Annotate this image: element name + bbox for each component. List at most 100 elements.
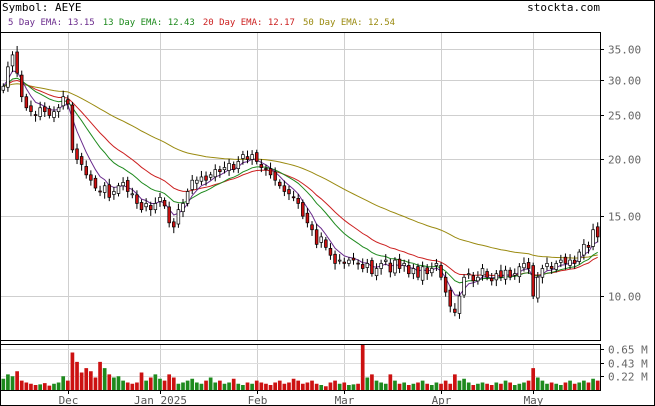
header-site: stockta.com [527, 1, 600, 14]
candle-up [347, 259, 351, 264]
volume-bar [563, 382, 568, 390]
candle-down [370, 260, 374, 275]
volume-bar [453, 374, 457, 390]
candle-down [47, 108, 52, 116]
candle-up [545, 263, 549, 267]
ema-lines [2, 70, 598, 296]
volume-tick-label: 0.65 M [608, 344, 648, 357]
candle-down [107, 184, 112, 198]
volume-bar [38, 384, 43, 390]
candle-down [259, 164, 264, 168]
candle-up [185, 191, 190, 204]
candle-up [61, 96, 65, 107]
candle-down [172, 221, 176, 228]
volume-bar [595, 380, 600, 390]
volume-bar [379, 382, 383, 390]
candle-down [278, 181, 282, 187]
volume-bar [93, 377, 98, 390]
price-tick-label: 35.00 [608, 44, 641, 57]
ema13-line [3, 77, 598, 284]
volume-bar [227, 382, 231, 390]
volume-bar [347, 385, 351, 390]
price-tick-label: 25.00 [608, 110, 641, 123]
volume-bar [6, 374, 10, 390]
candle-up [365, 263, 370, 268]
volume-bar [314, 383, 319, 390]
candle-down [75, 148, 79, 160]
candle-down [351, 257, 356, 261]
price-tick-label: 20.00 [608, 154, 641, 167]
volume-bar [374, 380, 379, 390]
volume-bar [148, 377, 153, 390]
volume-bar [558, 385, 563, 390]
symbol-value: AEYE [54, 1, 82, 14]
volume-bar [485, 383, 489, 390]
volume-bar [402, 382, 407, 390]
ema-legend: 5 Day EMA: 13.15 13 Day EMA: 12.43 20 Day … [8, 18, 403, 28]
volume-bar [471, 385, 476, 390]
volume-bar [305, 382, 310, 390]
candle-up [227, 163, 231, 171]
candle-down [296, 198, 300, 204]
volume-bar [176, 383, 181, 390]
volume-bar [365, 377, 370, 390]
volume-bar [84, 368, 89, 390]
date-tick-label: Feb [248, 394, 268, 406]
volume-bars [1, 345, 600, 390]
candle-down [563, 256, 568, 264]
volume-bar [199, 383, 204, 390]
volume-bar [439, 383, 443, 390]
candle-down [43, 106, 47, 112]
volume-bar [568, 380, 572, 390]
candle-up [337, 259, 342, 262]
candle-down [282, 185, 287, 192]
price-tick-label: 15.00 [608, 211, 641, 224]
volume-tick-label: 0.22 M [608, 371, 648, 384]
candle-up [420, 266, 425, 281]
legend-item: 20 Day EMA: 12.17 [202, 18, 295, 28]
candle-down [273, 171, 277, 181]
candle-down [125, 180, 130, 192]
volume-bar [300, 383, 305, 390]
volume-bar [480, 382, 485, 390]
candle-up [112, 191, 116, 195]
candle-up [384, 259, 388, 262]
volume-bar [144, 380, 148, 390]
candle-up [559, 259, 563, 263]
volume-bar [287, 382, 291, 390]
candle-down [397, 258, 402, 269]
candle-down [342, 261, 347, 264]
volume-bar [241, 385, 245, 390]
candle-down [310, 224, 314, 231]
candle-up [457, 295, 462, 314]
candle-down [443, 276, 448, 293]
volume-bar [503, 380, 508, 390]
ema20-line [3, 79, 598, 277]
volume-bar [273, 382, 278, 390]
volume-bar [121, 380, 125, 390]
candle-up [554, 263, 558, 270]
volume-bar [545, 383, 549, 390]
symbol-label: Symbol: [2, 1, 49, 14]
price-panel-frame [0, 32, 601, 341]
candle-down [15, 51, 19, 74]
volume-bar [42, 383, 47, 390]
volume-bar [125, 382, 130, 390]
volume-bar [540, 380, 545, 390]
candle-down [139, 202, 144, 211]
volume-bar [213, 382, 218, 390]
candle-down [305, 212, 310, 224]
volume-bar [19, 380, 24, 390]
volume-bar [577, 382, 582, 390]
candle-up [10, 54, 15, 67]
volume-axis: 0.65 M0.43 M0.22 M [600, 344, 648, 384]
candle-up [536, 276, 540, 299]
candle-up [522, 263, 526, 269]
candle-down [453, 308, 457, 313]
volume-bar [75, 361, 79, 390]
candle-up [503, 269, 508, 280]
candle-up [568, 259, 572, 266]
candle-up [241, 154, 245, 159]
candle-up [222, 167, 227, 171]
